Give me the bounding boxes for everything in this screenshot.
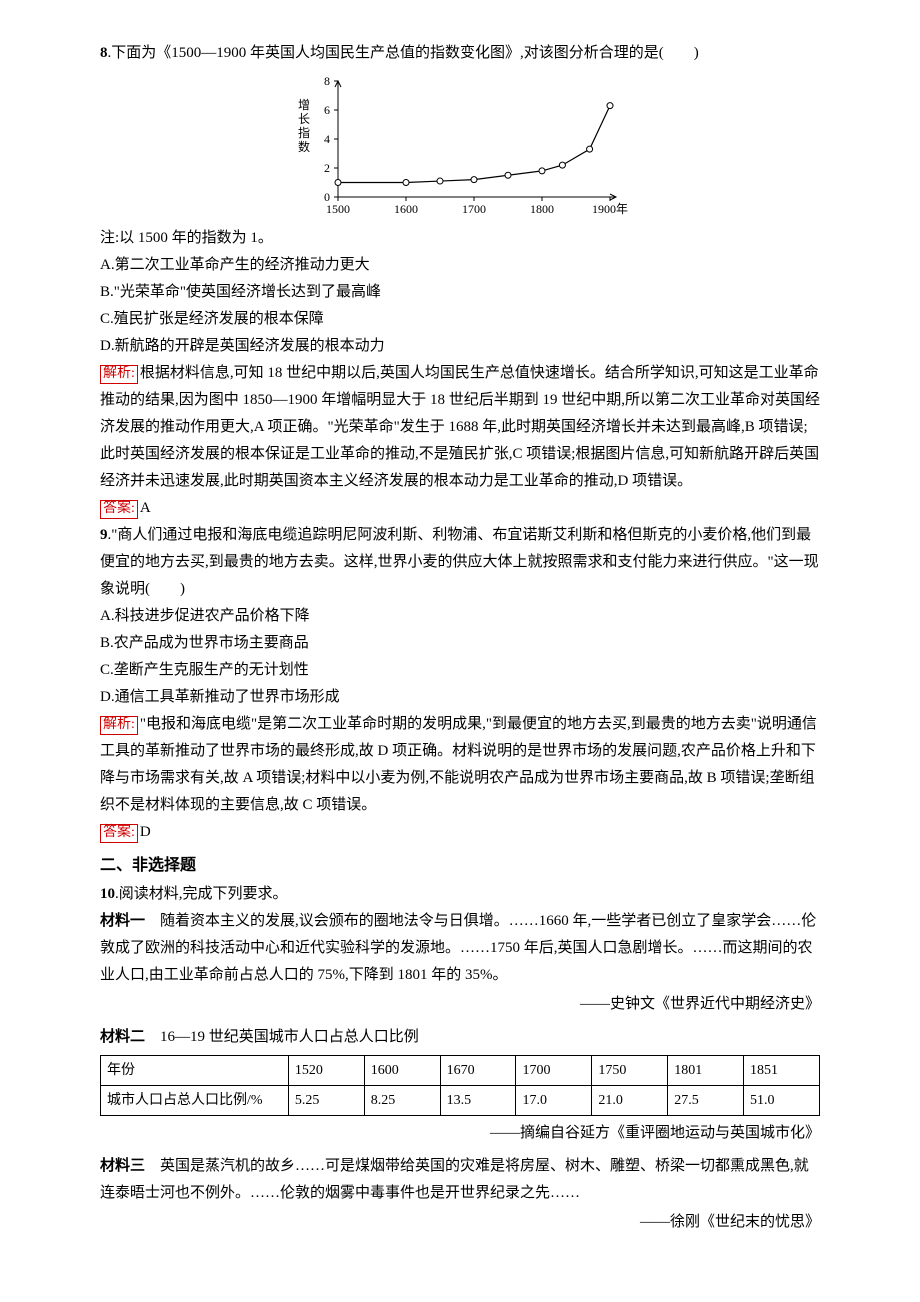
table-cell: 13.5 (440, 1085, 516, 1115)
answer-label: 答案: (100, 824, 138, 843)
q9-answer: 答案:D (100, 819, 820, 846)
q8-option-c: C.殖民扩张是经济发展的根本保障 (100, 306, 820, 333)
q8-answer-text: A (140, 500, 151, 516)
svg-text:1900年: 1900年 (592, 202, 628, 216)
svg-text:2: 2 (324, 161, 330, 175)
q9-option-c: C.垄断产生克服生产的无计划性 (100, 657, 820, 684)
table-header-cell: 1801 (668, 1055, 744, 1085)
mat3-body: 英国是蒸汽机的故乡……可是煤烟带给英国的灾难是将房屋、树木、雕塑、桥梁一切都熏成… (100, 1158, 809, 1201)
table-header-cell: 1851 (744, 1055, 820, 1085)
svg-text:1500: 1500 (326, 202, 350, 216)
table-header-cell: 1670 (440, 1055, 516, 1085)
svg-text:数: 数 (298, 139, 310, 154)
svg-text:1600: 1600 (394, 202, 418, 216)
answer-label: 答案: (100, 500, 138, 519)
mat3-label: 材料三 (100, 1158, 145, 1174)
table-cell: 51.0 (744, 1085, 820, 1115)
q8-option-a: A.第二次工业革命产生的经济推动力更大 (100, 252, 820, 279)
q10-stem-text: .阅读材料,完成下列要求。 (115, 886, 288, 902)
q10-number: 10 (100, 886, 115, 902)
mat1-label: 材料一 (100, 913, 145, 929)
table-cell: 城市人口占总人口比例/% (101, 1085, 289, 1115)
q8-stem-text: .下面为《1500—1900 年英国人均国民生产总值的指数变化图》,对该图分析合… (108, 45, 699, 61)
section-2-heading: 二、非选择题 (100, 852, 820, 881)
table-header-cell: 1520 (288, 1055, 364, 1085)
q9-option-a: A.科技进步促进农产品价格下降 (100, 603, 820, 630)
q9-stem: 9."商人们通过电报和海底电缆追踪明尼阿波利斯、利物浦、布宜诺斯艾利斯和格但斯克… (100, 522, 820, 603)
q8-analysis-text: 根据材料信息,可知 18 世纪中期以后,英国人均国民生产总值快速增长。结合所学知… (100, 365, 820, 489)
q8-chart-note: 注:以 1500 年的指数为 1。 (100, 225, 820, 252)
mat1-source: ——史钟文《世界近代中期经济史》 (100, 991, 820, 1018)
svg-text:8: 8 (324, 74, 330, 88)
table-cell: 17.0 (516, 1085, 592, 1115)
q9-analysis-text: "电报和海底电缆"是第二次工业革命时期的发明成果,"到最便宜的地方去买,到最贵的… (100, 716, 817, 813)
svg-text:4: 4 (324, 132, 330, 146)
q8-number: 8 (100, 45, 108, 61)
table-cell: 21.0 (592, 1085, 668, 1115)
svg-text:指: 指 (298, 125, 310, 140)
q10-mat2-caption: 材料二 16—19 世纪英国城市人口占总人口比例 (100, 1024, 820, 1051)
table-header-cell: 1700 (516, 1055, 592, 1085)
q10-mat1: 材料一 随着资本主义的发展,议会颁布的圈地法令与日俱增。……1660 年,一些学… (100, 908, 820, 989)
analysis-label: 解析: (100, 716, 138, 735)
mat2-caption-text: 16—19 世纪英国城市人口占总人口比例 (145, 1029, 419, 1045)
q9-analysis: 解析:"电报和海底电缆"是第二次工业革命时期的发明成果,"到最便宜的地方去买,到… (100, 711, 820, 819)
table-header-cell: 年份 (101, 1055, 289, 1085)
q9-option-d: D.通信工具革新推动了世界市场形成 (100, 684, 820, 711)
table-cell: 5.25 (288, 1085, 364, 1115)
q10-table: 年份1520160016701700175018011851 城市人口占总人口比例… (100, 1055, 820, 1116)
analysis-label: 解析: (100, 365, 138, 384)
q8-option-d: D.新航路的开辟是英国经济发展的根本动力 (100, 333, 820, 360)
mat1-body: 随着资本主义的发展,议会颁布的圈地法令与日俱增。……1660 年,一些学者已创立… (100, 913, 816, 983)
svg-text:长: 长 (298, 112, 310, 126)
q8-chart: 0246815001600170018001900年增长指数 (280, 71, 640, 221)
mat3-source: ——徐刚《世纪末的忧思》 (100, 1209, 820, 1236)
q9-number: 9 (100, 527, 108, 543)
q8-stem: 8.下面为《1500—1900 年英国人均国民生产总值的指数变化图》,对该图分析… (100, 40, 820, 67)
svg-text:1700: 1700 (462, 202, 486, 216)
q8-chart-container: 0246815001600170018001900年增长指数 (100, 71, 820, 221)
q8-analysis: 解析:根据材料信息,可知 18 世纪中期以后,英国人均国民生产总值快速增长。结合… (100, 360, 820, 495)
svg-text:6: 6 (324, 103, 330, 117)
table-cell: 8.25 (364, 1085, 440, 1115)
svg-text:增: 增 (298, 98, 310, 112)
q10-mat3: 材料三 英国是蒸汽机的故乡……可是煤烟带给英国的灾难是将房屋、树木、雕塑、桥梁一… (100, 1153, 820, 1207)
q9-option-b: B.农产品成为世界市场主要商品 (100, 630, 820, 657)
q8-option-b: B."光荣革命"使英国经济增长达到了最高峰 (100, 279, 820, 306)
mat2-label: 材料二 (100, 1029, 145, 1045)
table-header-cell: 1600 (364, 1055, 440, 1085)
table-header-cell: 1750 (592, 1055, 668, 1085)
mat2-source: ——摘编自谷延方《重评圈地运动与英国城市化》 (100, 1120, 820, 1147)
table-cell: 27.5 (668, 1085, 744, 1115)
q9-stem-text: ."商人们通过电报和海底电缆追踪明尼阿波利斯、利物浦、布宜诺斯艾利斯和格但斯克的… (100, 527, 819, 597)
svg-text:1800: 1800 (530, 202, 554, 216)
q9-answer-text: D (140, 824, 151, 840)
q10-stem: 10.阅读材料,完成下列要求。 (100, 881, 820, 908)
q8-answer: 答案:A (100, 495, 820, 522)
